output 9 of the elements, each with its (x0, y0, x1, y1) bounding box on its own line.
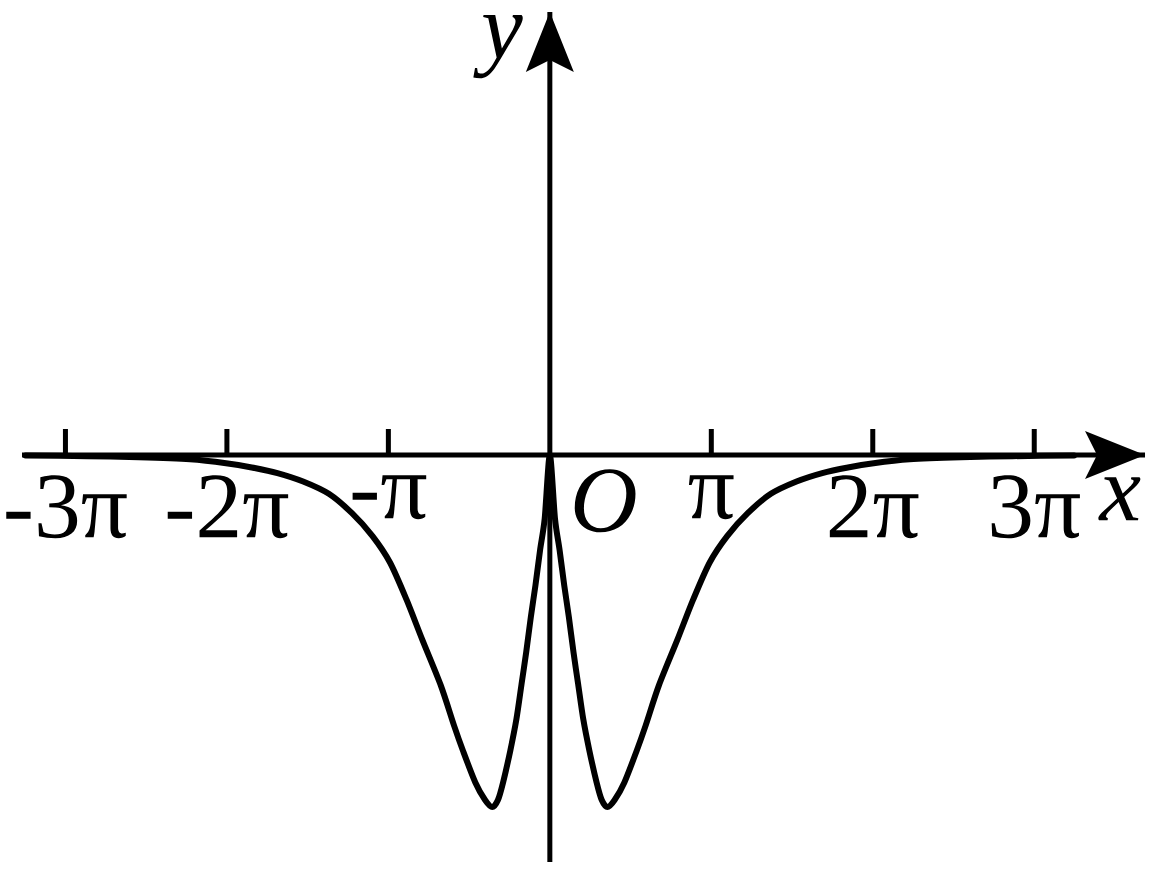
annotation: O (574, 469, 636, 533)
x-tick-label: -3π (6, 475, 127, 539)
x-tick-label: 3π (991, 475, 1080, 539)
x-tick-label: -2π (167, 475, 289, 539)
x-tick-label: 2π (829, 475, 919, 539)
x-axis-title: x (1098, 477, 1141, 521)
y-axis-title: y (473, 15, 523, 79)
x-tick-label: -π (352, 475, 427, 520)
x-tick-label: π (688, 475, 734, 520)
